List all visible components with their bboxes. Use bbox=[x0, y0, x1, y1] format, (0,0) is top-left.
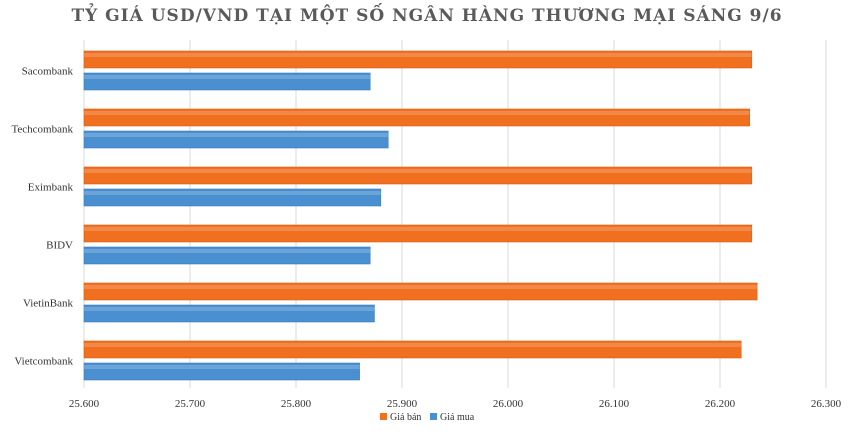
x-tick-label-26200: 26.200 bbox=[705, 398, 736, 410]
category-label-vietinbank: VietinBank bbox=[23, 298, 74, 310]
x-tick-label-25600: 25.600 bbox=[69, 398, 100, 410]
bar-techcombank-gia-mua bbox=[83, 130, 389, 149]
bars bbox=[83, 50, 758, 381]
bar-highlight-vietinbank-gia-mua bbox=[84, 307, 375, 311]
bar-eximbank-gia-mua bbox=[83, 188, 382, 207]
bar-highlight-techcombank-gia-mua bbox=[84, 133, 389, 137]
x-tick-label-26100: 26.100 bbox=[599, 398, 630, 410]
category-label-sacombank: Sacombank bbox=[22, 66, 74, 78]
chart-title: TỶ GIÁ USD/VND TẠI MỘT SỐ NGÂN HÀNG THƯƠ… bbox=[71, 6, 783, 26]
x-tick-label-25700: 25.700 bbox=[175, 398, 206, 410]
bar-highlight-sacombank-gia-ban bbox=[84, 53, 752, 57]
bar-highlight-vietcombank-gia-mua bbox=[84, 365, 360, 369]
category-labels: Sacombank Techcombank Eximbank BIDV VietinBa… bbox=[11, 66, 73, 368]
legend-label-gia-ban: Giá bán bbox=[390, 412, 421, 423]
x-tick-label-25800: 25.800 bbox=[281, 398, 312, 410]
legend-label-gia-mua: Giá mua bbox=[440, 412, 475, 423]
bar-vietcombank-gia-mua bbox=[83, 362, 360, 381]
bar-highlight-eximbank-gia-ban bbox=[84, 169, 752, 173]
bar-highlight-techcombank-gia-ban bbox=[84, 111, 750, 115]
bar-bidv-gia-ban bbox=[83, 224, 753, 243]
bar-sacombank-gia-mua bbox=[83, 72, 371, 91]
category-label-eximbank: Eximbank bbox=[28, 182, 74, 194]
bar-vietinbank-gia-ban bbox=[83, 282, 758, 301]
bar-highlight-vietinbank-gia-ban bbox=[84, 285, 758, 289]
bar-vietcombank-gia-ban bbox=[83, 340, 742, 359]
bar-highlight-eximbank-gia-mua bbox=[84, 191, 381, 195]
bar-eximbank-gia-ban bbox=[83, 166, 753, 185]
bar-vietinbank-gia-mua bbox=[83, 304, 375, 323]
x-tick-label-25900: 25.900 bbox=[387, 398, 418, 410]
legend-swatch-gia-mua bbox=[430, 413, 437, 420]
bar-techcombank-gia-ban bbox=[83, 108, 750, 127]
bar-highlight-sacombank-gia-mua bbox=[84, 75, 371, 79]
bar-sacombank-gia-ban bbox=[83, 50, 753, 69]
bar-highlight-bidv-gia-mua bbox=[84, 249, 371, 253]
bar-highlight-vietcombank-gia-ban bbox=[84, 343, 742, 347]
legend-swatch-gia-ban bbox=[380, 413, 387, 420]
x-tick-label-26300: 26.300 bbox=[811, 398, 842, 410]
gridlines bbox=[83, 40, 827, 388]
legend: Giá bán Giá mua bbox=[380, 412, 475, 423]
category-label-vietcombank: Vietcombank bbox=[14, 356, 73, 368]
bar-highlight-bidv-gia-ban bbox=[84, 227, 752, 231]
x-tick-label-26000: 26.000 bbox=[493, 398, 524, 410]
category-label-techcombank: Techcombank bbox=[11, 124, 73, 136]
bar-bidv-gia-mua bbox=[83, 246, 371, 265]
x-axis-tick-labels: 25.600 25.700 25.800 25.900 26.000 26.100 26.2… bbox=[69, 398, 842, 410]
category-label-bidv: BIDV bbox=[46, 240, 73, 252]
